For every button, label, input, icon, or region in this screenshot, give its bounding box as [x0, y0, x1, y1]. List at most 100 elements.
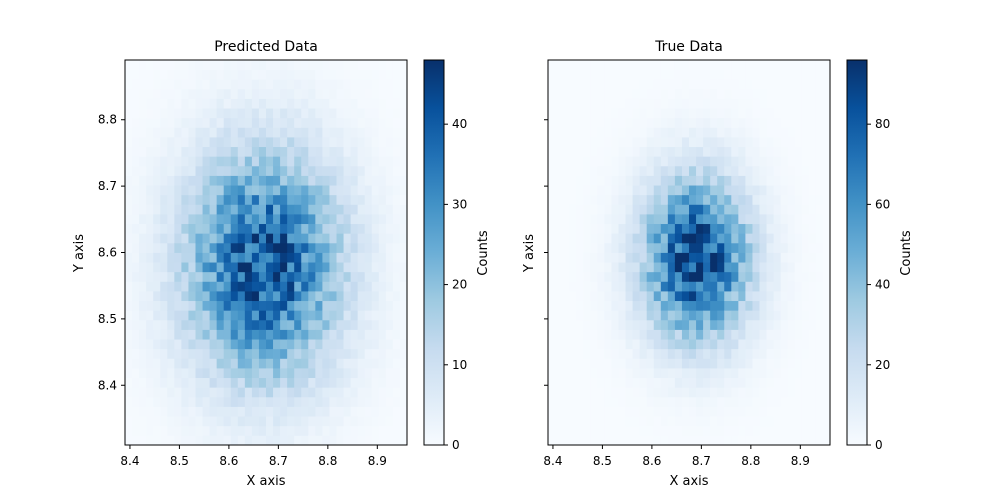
true-heatmap-cell [653, 425, 662, 436]
true-heatmap-cell [646, 348, 655, 359]
true-heatmap-cell [653, 88, 662, 99]
true-heatmap-cell [759, 319, 767, 330]
predicted-heatmap-cell [167, 108, 175, 119]
predicted-heatmap-cell [251, 300, 260, 311]
predicted-heatmap-cell [188, 396, 196, 407]
true-heatmap-cell [703, 137, 711, 148]
predicted-heatmap-cell [258, 387, 267, 398]
true-heatmap-cell [689, 175, 697, 186]
predicted-heatmap-cell [336, 406, 344, 417]
predicted-heatmap-cell [146, 329, 154, 340]
true-heatmap-cell [703, 156, 711, 167]
true-heatmap-cell [745, 416, 753, 427]
predicted-heatmap-cell [301, 348, 309, 359]
true-heatmap-cell [794, 88, 803, 99]
true-heatmap-cell [653, 194, 662, 205]
predicted-heatmap-cell [357, 88, 366, 99]
predicted-heatmap-cell [329, 127, 337, 138]
predicted-heatmap-cell [287, 156, 295, 167]
true-heatmap-cell [611, 416, 619, 427]
predicted-heatmap-cell [266, 175, 274, 186]
true-heatmap-cell [752, 425, 760, 436]
true-heatmap-cell [703, 377, 711, 388]
true-heatmap-cell [548, 175, 556, 186]
predicted-heatmap-cell [357, 69, 366, 80]
true-heatmap-cell [583, 127, 591, 138]
true-heatmap-cell [703, 214, 711, 225]
predicted-heatmap-cell [287, 377, 295, 388]
true-heatmap-cell [667, 329, 676, 340]
true-heatmap-cell [555, 425, 563, 436]
true-heatmap-cell [618, 233, 626, 244]
true-heatmap-cell [555, 223, 563, 234]
predicted-heatmap-cell [258, 204, 267, 215]
true-heatmap-cell [703, 406, 711, 417]
true-heatmap-cell [660, 348, 669, 359]
true-subplot: True Data 8.4 8.5 8.6 8.7 8.8 8.9 X axis Y ax… [522, 39, 914, 489]
predicted-heatmap-cell [315, 214, 323, 225]
true-heatmap-cell [604, 242, 612, 253]
true-heatmap-cell [618, 69, 626, 80]
predicted-heatmap-cell [132, 175, 140, 186]
true-heatmap-cell [639, 329, 648, 340]
predicted-heatmap-cell [209, 165, 218, 176]
true-heatmap-cell [717, 175, 725, 186]
predicted-heatmap-cell [287, 214, 295, 225]
predicted-heatmap-cell [244, 252, 253, 263]
true-heatmap-cell [689, 358, 697, 369]
predicted-heatmap-cell [125, 329, 133, 340]
true-heatmap-cell [801, 396, 810, 407]
predicted-heatmap-cell [188, 262, 196, 273]
true-heatmap-cell [639, 348, 648, 359]
true-heatmap-cell [801, 242, 810, 253]
true-heatmap-cell [787, 175, 796, 186]
true-heatmap-cell [562, 339, 570, 350]
true-heatmap-cell [808, 348, 817, 359]
predicted-heatmap-cell [280, 69, 288, 80]
predicted-heatmap-cell [294, 271, 302, 282]
true-heatmap-cell [822, 117, 831, 128]
true-heatmap-cell [618, 319, 626, 330]
predicted-heatmap-cell [209, 60, 218, 71]
true-heatmap-cell [646, 194, 655, 205]
predicted-heatmap-cell [125, 185, 133, 196]
predicted-heatmap-cell [378, 127, 387, 138]
predicted-heatmap-cell [329, 194, 337, 205]
predicted-heatmap-cell [181, 425, 189, 436]
predicted-heatmap-cell [230, 79, 239, 90]
predicted-heatmap-cell [399, 88, 408, 99]
true-heatmap-cell [794, 252, 803, 263]
true-heatmap-cell [759, 79, 767, 90]
predicted-heatmap-cell [385, 69, 394, 80]
predicted-heatmap-cell [301, 387, 309, 398]
true-heatmap-cell [660, 214, 669, 225]
predicted-heatmap-cell [273, 300, 281, 311]
predicted-heatmap-cell [216, 291, 225, 302]
true-heatmap-cell [618, 358, 626, 369]
true-heatmap-cell [724, 377, 732, 388]
predicted-heatmap-cell [273, 88, 281, 99]
true-heatmap-cell [822, 435, 831, 446]
true-heatmap-cell [731, 214, 739, 225]
predicted-heatmap-cell [230, 310, 239, 321]
true-heatmap-cell [548, 137, 556, 148]
true-colorbar-tick-label: 40 [875, 278, 890, 292]
predicted-heatmap-cell [399, 242, 408, 253]
predicted-heatmap-cell [237, 348, 246, 359]
true-heatmap-cell [681, 69, 690, 80]
true-heatmap-cell [787, 310, 796, 321]
predicted-heatmap-cell [280, 204, 288, 215]
predicted-heatmap-cell [308, 406, 316, 417]
predicted-heatmap-cell [350, 291, 359, 302]
predicted-heatmap-cell [266, 252, 274, 263]
predicted-heatmap-cell [258, 377, 267, 388]
true-heatmap-cell [738, 425, 746, 436]
predicted-heatmap-cell [181, 175, 189, 186]
true-heatmap-cell [717, 137, 725, 148]
true-heatmap-cell [590, 88, 598, 99]
predicted-heatmap-cell [209, 291, 218, 302]
true-heatmap-cell [604, 271, 612, 282]
predicted-heatmap-cell [392, 416, 401, 427]
true-heatmap-cell [794, 214, 803, 225]
true-heatmap-cell [639, 194, 648, 205]
